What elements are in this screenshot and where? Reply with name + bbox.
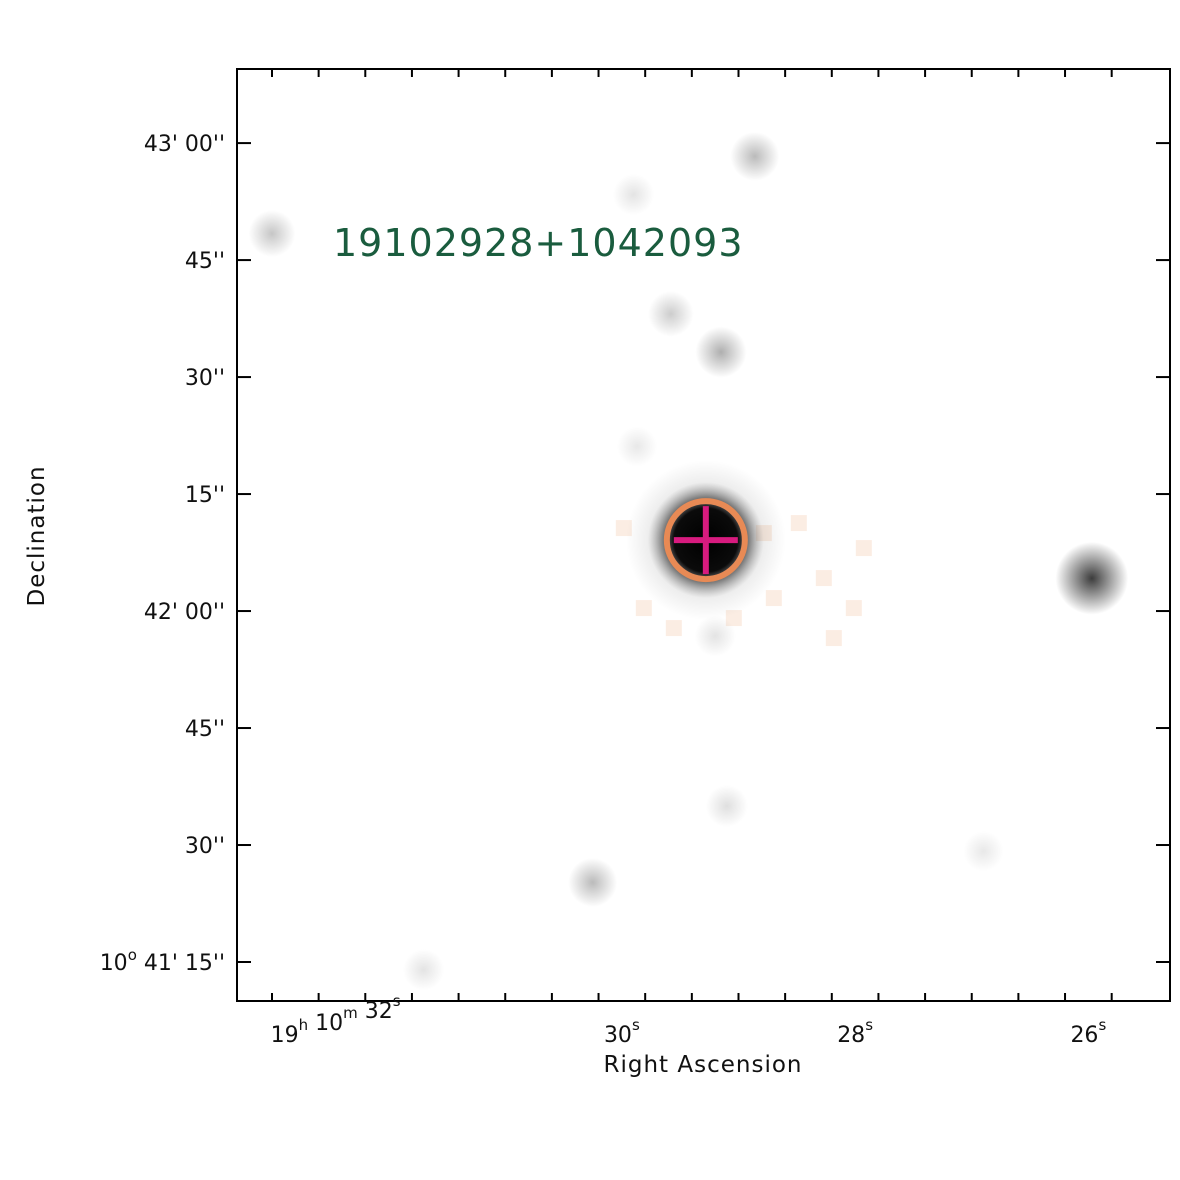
- y-tick-labels: 43' 00'' 45'' 30'' 15'' 42' 00'' 45'' 30'' 10o …: [100, 132, 225, 976]
- x-tick-label: 19h 10m 32s: [271, 992, 401, 1048]
- y-tick-label: 45'': [185, 717, 225, 742]
- field-source: [694, 615, 736, 657]
- halo-speckle: [845, 600, 862, 617]
- field-source: [730, 131, 780, 181]
- y-tick-label: 45'': [185, 249, 225, 274]
- field-source: [248, 210, 296, 257]
- target-circle: [663, 498, 748, 583]
- field-source: [612, 173, 655, 216]
- field-source: [705, 784, 748, 828]
- halo-speckle: [665, 620, 682, 637]
- x-tick-label: 26s: [1070, 1016, 1106, 1048]
- y-tick-label: 42' 00'': [144, 600, 225, 625]
- halo-speckle: [825, 630, 842, 647]
- field-source: [648, 291, 694, 337]
- field-source: [568, 857, 618, 907]
- field-source: [1055, 541, 1129, 615]
- field-source: [403, 949, 445, 991]
- y-tick-label: 10o 41' 15'': [100, 946, 225, 976]
- y-tick-label: 30'': [185, 834, 225, 859]
- halo-speckle: [765, 590, 782, 607]
- y-axis-title: Declination: [24, 465, 50, 606]
- field-source: [695, 326, 747, 378]
- x-axis-title: Right Ascension: [604, 1052, 803, 1078]
- x-tick-label: 30s: [604, 1016, 640, 1048]
- x-tick-label: 28s: [837, 1016, 873, 1048]
- plot-frame: [236, 68, 1171, 1002]
- halo-speckle: [815, 570, 832, 587]
- x-tick-labels: 19h 10m 32s 30s 28s 26s: [271, 992, 1107, 1048]
- field-source: [963, 831, 1004, 872]
- field-source: [616, 426, 658, 467]
- halo-speckle: [635, 600, 652, 617]
- y-tick-label: 30'': [185, 366, 225, 391]
- target-marker: [663, 498, 748, 583]
- y-tick-label: 15'': [185, 483, 225, 508]
- halo-speckle: [855, 540, 872, 557]
- halo-speckle: [790, 515, 807, 532]
- axis-ticks: [237, 69, 1170, 1001]
- object-label: 19102928+1042093: [333, 221, 744, 265]
- y-tick-label: 43' 00'': [144, 132, 225, 157]
